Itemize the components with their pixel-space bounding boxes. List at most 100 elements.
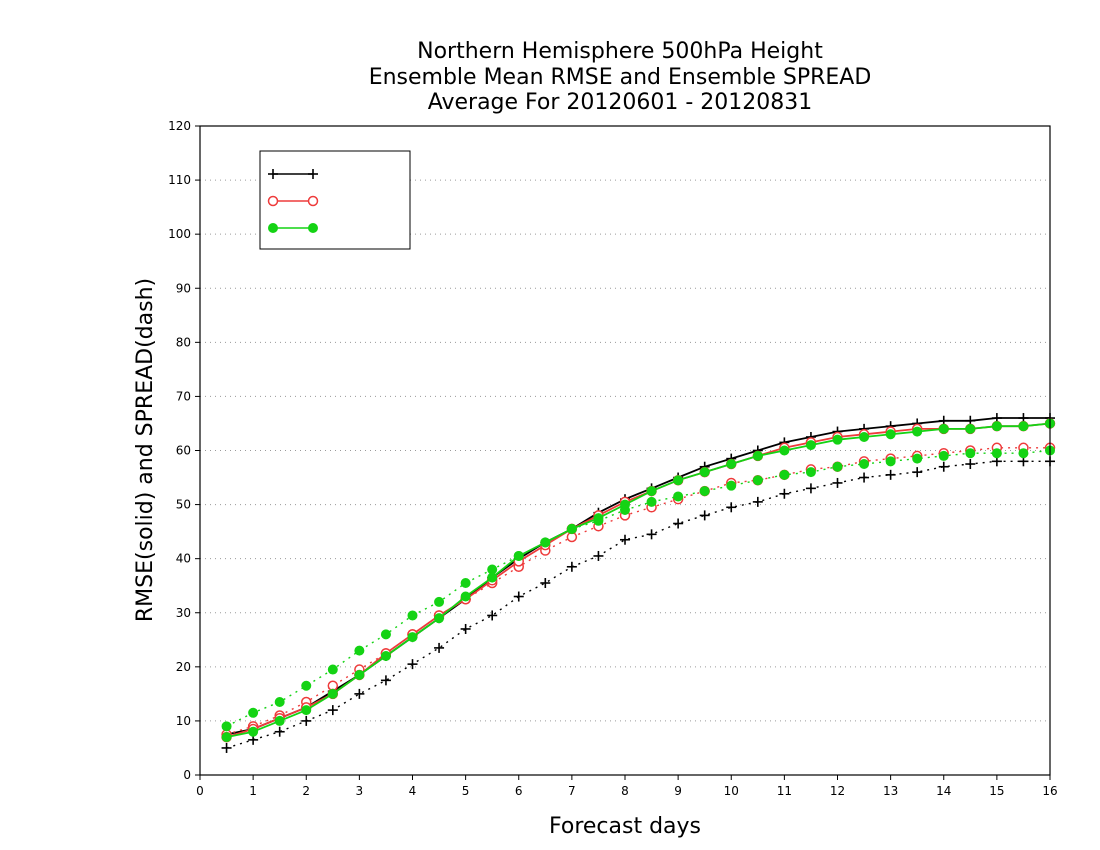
- y-tick-label: 70: [176, 389, 191, 403]
- x-tick-label: 5: [462, 784, 470, 798]
- series-1-spread-point: [513, 591, 524, 602]
- series-3-spread-point: [221, 721, 232, 732]
- series-3-rmse-point: [460, 591, 471, 602]
- series-1-spread-point: [779, 488, 790, 499]
- y-tick-label: 90: [176, 281, 191, 295]
- legend-entry-1: [268, 169, 318, 179]
- plot-frame: [199, 125, 1051, 776]
- series-3-spread-point: [912, 453, 923, 464]
- legend-entry-2: [267, 195, 319, 207]
- series-3-spread-point: [407, 610, 418, 621]
- series-3-rmse-point: [752, 450, 763, 461]
- series-1-spread-point: [407, 659, 418, 670]
- series-3-rmse-point: [859, 431, 870, 442]
- series-3: [221, 418, 1055, 743]
- legend-marker-2b: [307, 195, 319, 207]
- y-tick-label: 0: [183, 768, 191, 782]
- series-1-spread-point: [274, 726, 285, 737]
- series-3-spread-point: [779, 469, 790, 480]
- series-1-spread-point: [832, 477, 843, 488]
- series-3-rmse-point: [779, 445, 790, 456]
- y-tick-label: 100: [168, 227, 191, 241]
- series-2-rmse-line: [226, 422, 1051, 738]
- series-3-rmse-point: [965, 423, 976, 434]
- legend-marker-1a: [268, 169, 278, 179]
- series-1-spread-point: [460, 623, 471, 634]
- series-1-spread-point: [487, 610, 498, 621]
- y-tick-label: 120: [168, 119, 191, 133]
- y-tick-label: 50: [176, 498, 191, 512]
- series-3-rmse-point: [938, 423, 949, 434]
- series-3-spread-point: [832, 461, 843, 472]
- series-3-rmse-point: [566, 523, 577, 534]
- y-axis-label: RMSE(solid) and SPREAD(dash): [133, 278, 158, 622]
- series-3-spread-point: [646, 496, 657, 507]
- series-3-spread-point: [805, 467, 816, 478]
- series-1-spread-point: [540, 578, 551, 589]
- series-3-rmse-point: [620, 499, 630, 510]
- series-3-rmse-point: [540, 537, 551, 548]
- x-tick-label: 16: [1042, 784, 1057, 798]
- series-3-rmse-point: [912, 426, 923, 437]
- legend-marker-2a: [267, 195, 279, 207]
- x-tick-label: 13: [883, 784, 898, 798]
- y-tick-label: 10: [176, 714, 191, 728]
- x-axis-label: Forecast days: [549, 814, 701, 839]
- y-tick-label: 110: [168, 173, 191, 187]
- y-tick-label: 40: [176, 552, 191, 566]
- y-tick-label: 60: [176, 444, 191, 458]
- series-3-spread-point: [248, 707, 259, 718]
- series-1-spread-line: [226, 460, 1050, 749]
- series-3-rmse-point: [646, 486, 657, 497]
- series-1-spread-point: [380, 675, 391, 686]
- legend-marker-3a: [268, 223, 278, 233]
- series-2: [221, 418, 1056, 743]
- series-3-spread-point: [859, 459, 870, 470]
- legend-marker-3b: [308, 223, 318, 233]
- legend-marker-1b: [308, 169, 318, 179]
- series-1-rmse-line: [226, 417, 1050, 736]
- series-3-spread-point: [460, 578, 471, 589]
- series-3-rmse-point: [726, 459, 737, 470]
- series-3-rmse-point: [673, 475, 684, 486]
- x-tick-label: 9: [674, 784, 682, 798]
- x-tick-label: 7: [568, 784, 576, 798]
- x-tick-label: 8: [621, 784, 629, 798]
- series-3-spread-point: [434, 596, 445, 607]
- series-1-spread-point: [566, 561, 577, 572]
- series-3-rmse-point: [274, 715, 285, 726]
- title-line-3: Average For 20120601 - 20120831: [428, 90, 813, 115]
- series-3-spread-point: [274, 696, 285, 707]
- series-1-spread-point: [673, 518, 684, 529]
- series-2-spread-line: [226, 447, 1050, 736]
- x-tick-label: 11: [777, 784, 792, 798]
- series-3-rmse-point: [991, 421, 1002, 432]
- x-tick-label: 3: [356, 784, 364, 798]
- x-tick-label: 15: [989, 784, 1004, 798]
- series-3-rmse-point: [301, 705, 312, 716]
- series-3-rmse-point: [513, 550, 524, 561]
- gridlines: [200, 179, 1050, 722]
- series-3-spread-point: [991, 448, 1002, 459]
- series-3-rmse-point: [221, 732, 232, 743]
- series-3-spread-point: [752, 475, 763, 486]
- series-3-rmse-point: [1018, 421, 1029, 432]
- series-3-rmse-point: [407, 632, 418, 643]
- x-tick-label: 2: [302, 784, 310, 798]
- series-1-spread-point: [805, 483, 816, 494]
- legend-entry-3: [268, 223, 318, 233]
- series-3-rmse-point: [380, 651, 391, 662]
- legend: [259, 150, 411, 250]
- series-1-spread-point: [593, 550, 604, 561]
- series-3-rmse-point: [327, 688, 338, 699]
- x-tick-label: 4: [409, 784, 417, 798]
- x-tick-label: 0: [196, 784, 204, 798]
- series-1-spread-point: [726, 502, 737, 513]
- series-3-spread-point: [673, 491, 684, 502]
- x-tick-label: 1: [249, 784, 257, 798]
- series-3-spread-point: [965, 448, 976, 459]
- series-layer: [221, 413, 1056, 753]
- series-1-spread-point: [354, 688, 365, 699]
